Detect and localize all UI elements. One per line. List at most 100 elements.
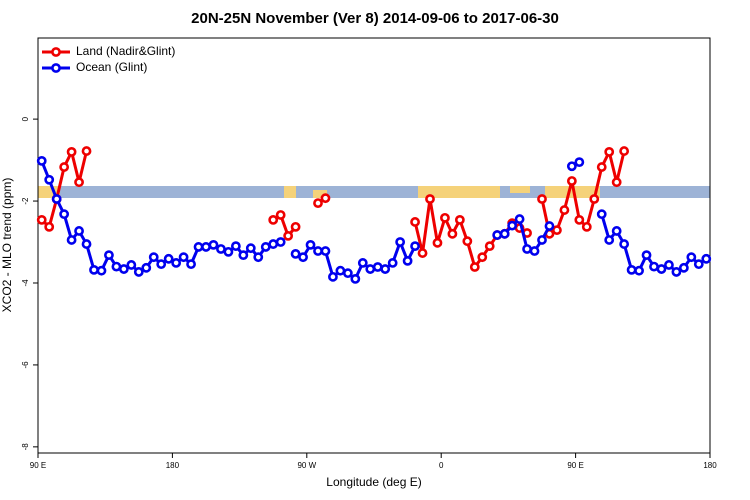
point [469, 262, 480, 272]
point [66, 146, 77, 157]
point [111, 261, 122, 272]
y-tick-label: -8 [21, 443, 30, 451]
point [342, 268, 353, 279]
point [552, 225, 562, 236]
point [148, 252, 159, 263]
x-tick-label: 90 E [30, 461, 46, 470]
point [275, 237, 286, 247]
point [387, 258, 398, 268]
point [477, 252, 488, 263]
point [611, 177, 622, 188]
point [81, 146, 92, 156]
point [335, 265, 346, 276]
series-line [40, 160, 708, 281]
point [44, 174, 55, 185]
point [283, 230, 294, 241]
point [186, 259, 196, 270]
point [290, 221, 301, 232]
point [581, 221, 592, 232]
point [156, 259, 167, 270]
point [522, 244, 532, 254]
point [499, 228, 510, 239]
point [589, 194, 600, 204]
point [208, 239, 219, 250]
point [178, 252, 189, 263]
point [141, 262, 152, 273]
point [104, 250, 114, 261]
point [118, 264, 129, 274]
legend-marker [51, 63, 61, 73]
point [604, 235, 615, 245]
y-tick-label: 0 [21, 116, 30, 121]
point [559, 205, 570, 215]
point [395, 237, 406, 247]
point [619, 239, 630, 249]
legend-marker [51, 47, 61, 57]
point [313, 198, 323, 208]
point [66, 235, 77, 245]
point [686, 252, 697, 263]
point [260, 242, 271, 252]
point [574, 157, 585, 168]
point [537, 194, 547, 204]
legend-label: Land (Nadir&Glint) [76, 44, 175, 58]
point [701, 253, 712, 264]
point [290, 248, 301, 259]
point [671, 267, 682, 277]
point [163, 253, 174, 264]
point [133, 267, 144, 277]
point [193, 242, 204, 252]
point [51, 194, 62, 204]
point [216, 244, 226, 254]
point [693, 259, 704, 270]
point [634, 265, 644, 276]
plot-frame [37, 37, 711, 454]
point [626, 264, 637, 275]
point [402, 255, 413, 266]
point [514, 214, 525, 224]
point [268, 239, 279, 249]
point [447, 228, 458, 239]
point [484, 241, 495, 252]
point [544, 221, 555, 231]
point [596, 209, 607, 220]
point [410, 217, 420, 227]
point [656, 264, 667, 274]
point [298, 252, 308, 263]
point [365, 264, 376, 274]
point [440, 212, 450, 223]
point [320, 246, 331, 256]
point [432, 237, 443, 248]
point [529, 246, 540, 256]
point [126, 260, 137, 270]
point [81, 239, 92, 249]
point [320, 193, 331, 204]
x-tick-label: 90 E [567, 461, 583, 470]
point [611, 226, 622, 236]
map-strip [38, 186, 710, 198]
point [245, 243, 256, 254]
chart-title: 20N-25N November (Ver 8) 2014-09-06 to 2… [191, 10, 559, 27]
point [96, 265, 107, 276]
point [44, 221, 55, 232]
y-tick-label: -4 [21, 279, 30, 287]
point [649, 261, 659, 272]
point [328, 271, 338, 282]
point [275, 210, 286, 220]
x-tick-label: 180 [703, 461, 717, 470]
x-tick-label: 90 W [297, 461, 316, 470]
point [89, 264, 99, 275]
y-tick-label: -6 [21, 361, 30, 369]
x-tick-label: 0 [439, 461, 444, 470]
point [223, 246, 234, 257]
point [313, 246, 323, 256]
x-axis-label: Longitude (deg E) [326, 475, 421, 489]
point [357, 258, 368, 268]
point [641, 250, 652, 261]
point [238, 250, 249, 261]
point [59, 162, 70, 172]
point [36, 156, 47, 166]
point [566, 161, 577, 172]
